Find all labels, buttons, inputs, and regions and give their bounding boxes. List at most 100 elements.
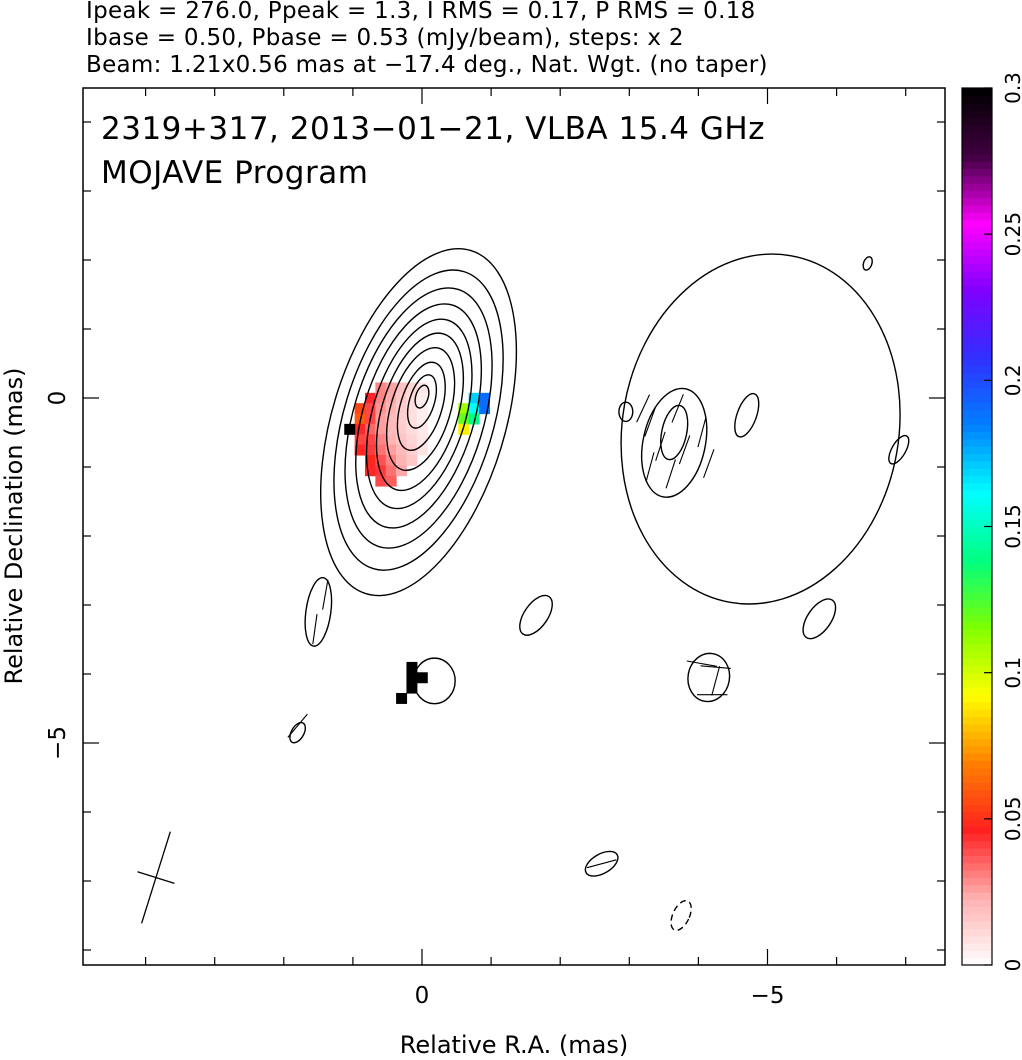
colorbar-segment [962,796,992,805]
colorbar-segment [962,358,992,367]
contour-island-h [888,434,910,465]
colorbar-segment [962,256,992,264]
polarization-pixel [416,434,428,446]
colorbar-segment [962,716,992,725]
evpa-tick [665,459,676,489]
contour-neg-island [670,899,692,932]
contour-island-a [304,576,333,647]
polarization-pixel [375,444,387,456]
colorbar-segment [962,533,992,542]
polarization-pixel [385,444,397,456]
x-tick-label: −5 [751,983,785,1009]
colorbar-segment [962,636,992,645]
colorbar-segment [962,161,992,169]
evpa-layer [287,394,731,869]
contour-island-i [862,256,873,271]
polarization-pixel [458,403,470,415]
colorbar-segment [962,928,992,937]
polarization-pixel [406,682,418,694]
colorbar-segment [962,599,992,608]
plot-frame [82,87,946,966]
colorbar-segment [962,409,992,418]
colorbar-segment [962,197,992,206]
polarization-pixel [364,465,376,477]
colorbar-segment [962,109,992,118]
colorbar-segment [962,416,992,425]
colorbar-tick-label: 0.3 [1001,72,1022,104]
colorbar-segment [962,694,992,703]
colorbar-segment [962,848,992,856]
map-title: 2319+317, 2013−01−21, VLBA 15.4 GHz [101,111,765,147]
polarization-pixel [385,413,397,425]
colorbar-tick-label: 0.2 [1001,364,1022,396]
colorbar-segment [962,621,992,630]
colorbar-segment [962,628,992,637]
polarization-pixel [396,454,408,466]
colorbar-segment [962,343,992,352]
contour-jet-knot-west [734,392,760,438]
colorbar-segment [962,877,992,886]
polarization-pixel [416,444,428,456]
colorbar-segment [962,753,992,761]
polarization-pixel [354,423,366,435]
contour-jet-peak [660,404,689,461]
colorbar-segment [962,504,992,513]
colorbar-segment [962,241,992,250]
colorbar-segment [962,731,992,740]
contour-jet-outer [620,253,901,605]
colorbar-segment [962,329,992,338]
colorbar-segment [962,153,992,162]
colorbar-segment [962,336,992,345]
y-tick-label: −5 [45,726,71,760]
header-base-line: Ibase = 0.50, Pbase = 0.53 (mJy/beam), s… [86,25,684,51]
colorbar-segment [962,738,992,747]
colorbar-segment [962,102,992,111]
colorbar-segment [962,921,992,930]
contour-core-level-8 [396,361,446,451]
colorbar-segment [962,899,992,908]
colorbar-tick-label: 0.05 [1001,797,1022,842]
polarization-pixel [385,423,397,435]
polarization-pixel [354,444,366,456]
polarization-pixel [375,454,387,466]
contour-core-level-6 [375,332,465,492]
axis-ticks: 0 −5 0 −5 [45,88,945,1009]
colorbar-segment [962,446,992,455]
colorbar-segment [962,672,992,681]
polarization-pixel [406,672,418,684]
contour-island-c [802,598,837,640]
polarization-pixel [385,392,397,404]
colorbar-segment [962,351,992,360]
polarization-pixel [396,423,408,435]
evpa-tick [703,449,715,479]
colorbar-segment [962,387,992,396]
contour-core-level-3 [344,287,493,549]
colorbar-tick-label: 0.1 [1001,657,1022,689]
colorbar-segment [962,424,992,433]
polarization-pixel [375,434,387,446]
colorbar-segment [962,292,992,301]
polarization-pixel [375,413,387,425]
colorbar-segment [962,285,992,294]
polarization-pixel [375,475,387,487]
evpa-tick [671,394,684,423]
colorbar-segment [962,248,992,257]
polarization-pixel [396,382,408,394]
colorbar: 0 0.05 0.1 0.15 0.2 0.25 0.3 [961,72,1022,971]
colorbar-segment [962,438,992,447]
colorbar-segment [962,489,992,498]
polarization-pixel [364,454,376,466]
contour-core-level-1 [319,248,518,597]
colorbar-segment [962,234,992,243]
polarization-pixel [364,403,376,415]
colorbar-segment [962,299,992,308]
colorbar-segment [962,431,992,440]
colorbar-segment [962,380,992,389]
evpa-tick [287,713,308,738]
beam-cross [137,831,175,924]
evpa-tick [700,665,731,669]
polarization-pixel [375,423,387,435]
colorbar-segment [962,687,992,696]
evpa-tick [636,394,651,423]
colorbar-segment [962,460,992,469]
